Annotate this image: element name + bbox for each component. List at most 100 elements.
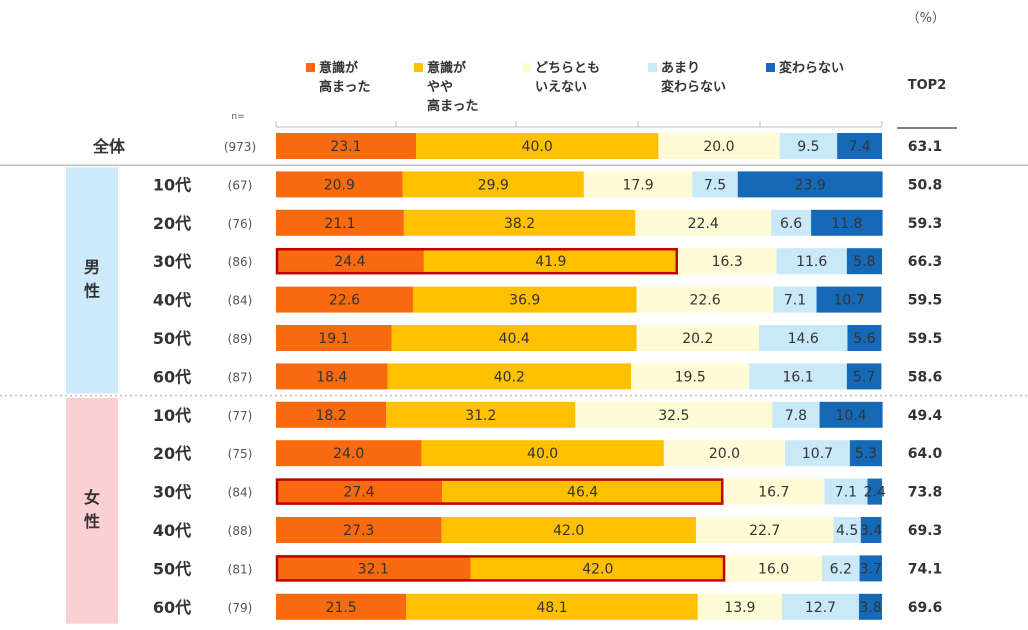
top2-highlight-box [275,555,726,582]
legend-label: 高まった [319,79,370,95]
sample-size-label: (67) [228,178,253,192]
bar-segment [860,517,882,543]
bar-segment [631,363,750,390]
bar-value-label: 10.4 [836,408,867,424]
top2-header: TOP2 [908,78,947,93]
bar-value-label: 3.4 [860,523,882,539]
top2-value: 69.6 [908,600,943,616]
group-label-male: 男 [84,257,100,276]
top2-value: 59.5 [908,331,943,347]
bar-segment [846,248,882,275]
bar-value-label: 32.1 [358,561,389,577]
bar-value-label: 19.5 [675,369,706,385]
bar-segment [773,286,817,313]
chart-row: 20代 (76) 21.1 38.2 22.4 6.6 11.8 59.3 [153,209,942,236]
n-label: n= [231,112,244,122]
bar-value-label: 27.3 [343,523,374,539]
legend-label: 意識が [319,60,358,76]
bar-segment [822,555,860,582]
group-label-female: 性 [84,512,100,531]
bar-value-label: 27.4 [343,485,374,501]
bar-segment [412,286,637,313]
age-label: 60代 [153,598,191,617]
bar-segment [442,478,724,505]
bar-value-label: 18.2 [316,408,347,424]
bar-segment [276,478,443,505]
bar-segment [276,133,416,159]
top2-value: 63.1 [908,139,943,155]
bar-value-label: 7.1 [784,293,806,309]
top2-value: 49.4 [908,408,943,424]
bar-segment [406,593,698,620]
group-panel-male [66,167,118,394]
chart-row: 60代 (79) 21.5 48.1 13.9 12.7 3.8 69.6 [153,593,943,620]
top2-value: 64.0 [908,446,943,462]
bar-segment [583,171,693,198]
bar-value-label: 23.9 [795,177,826,193]
bar-value-label: 24.4 [334,254,365,270]
bar-value-label: 22.6 [689,293,720,309]
unit-label: （%） [907,11,945,26]
age-label: 20代 [153,444,191,463]
bar-segment [859,555,882,582]
bar-segment [758,325,848,351]
top2-highlight-box [275,478,724,505]
top2-value: 58.6 [908,369,943,385]
group-panel-female [66,397,118,624]
legend-item-5: 変わらない [766,60,844,76]
bar-value-label: 41.9 [535,254,566,270]
bar-value-label: 7.5 [704,177,726,193]
bar-segment [819,401,883,428]
bar-value-label: 42.0 [553,523,584,539]
bar-value-label: 16.0 [758,561,789,577]
bar-value-label: 36.9 [509,293,540,309]
bar-segment [776,248,847,275]
bar-segment [816,286,882,313]
chart-row: 30代 (84) 27.4 46.4 16.7 7.1 2.4 73.8 [153,478,942,505]
top2-highlight-box [275,247,679,275]
bar-value-label: 40.0 [522,139,553,155]
bar-segment [636,325,759,351]
bar-segment [833,517,861,543]
bar-value-label: 16.3 [712,254,743,270]
sample-size-label: (84) [228,486,253,500]
age-label: 40代 [153,291,191,310]
chart-row: 50代 (89) 19.1 40.4 20.2 14.6 5.6 59.5 [153,325,942,351]
bar-value-label: 10.7 [802,446,833,462]
top2-value: 74.1 [908,561,943,577]
sample-size-label: (84) [228,294,253,308]
age-label: 50代 [153,559,191,578]
age-label: 60代 [153,367,191,386]
chart-row: (973) 23.1 40.0 20.0 9.5 7.4 63.1 [224,133,942,159]
group-label-male: 性 [84,281,100,300]
bar-segment [276,325,392,351]
bar-value-label: 22.6 [329,293,360,309]
bar-segment [415,133,659,159]
bar-segment [276,440,422,467]
bar-segment [658,133,780,159]
bar-segment [421,440,664,467]
legend-swatch [306,63,315,72]
bar-value-label: 22.4 [688,216,719,232]
chart-row: 30代 (86) 24.4 41.9 16.3 11.6 5.8 66.3 [153,247,942,275]
bar-segment [470,555,726,582]
bar-segment [386,401,576,428]
bar-segment [441,517,696,543]
bar-value-label: 19.1 [318,331,349,347]
legend-label: やや [427,80,453,95]
bar-value-label: 38.2 [504,216,535,232]
bar-value-label: 18.4 [316,369,347,385]
bar-segment [276,593,407,620]
bar-segment [749,363,847,390]
legend-label: 高まった [427,98,478,114]
bar-value-label: 2.4 [864,485,886,501]
bar-value-label: 7.8 [785,408,807,424]
bar-value-label: 5.6 [853,331,875,347]
bar-value-label: 10.7 [833,293,864,309]
bar-value-label: 5.7 [853,369,875,385]
bar-value-label: 11.8 [831,216,862,232]
bar-segment [402,171,584,198]
bar-segment [725,555,823,582]
